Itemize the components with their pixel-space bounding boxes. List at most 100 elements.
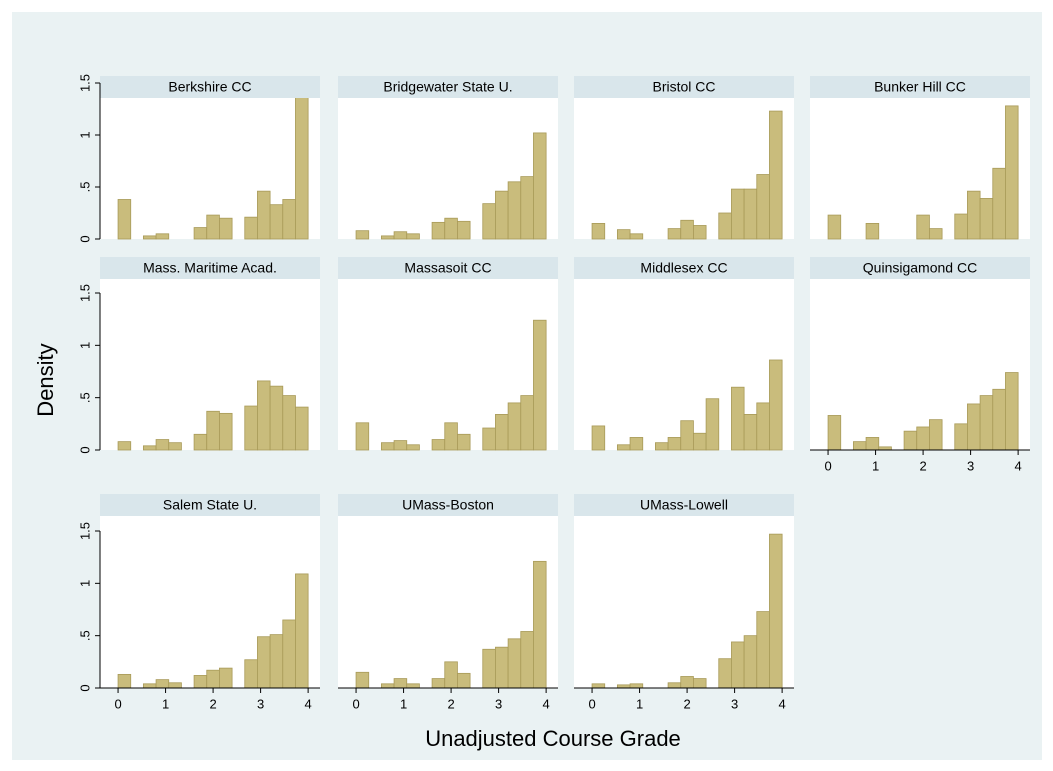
bar [142,235,157,240]
bar [967,403,981,451]
panel-title: Mass. Maritime Acad. [143,260,277,276]
bar [827,214,842,240]
bar [482,203,496,240]
bar [155,233,170,240]
bar [206,669,220,689]
panel-header [338,257,558,279]
bar [117,199,132,240]
bar [168,442,182,451]
bar [457,433,471,451]
panel-header [574,257,794,279]
bar [269,204,284,240]
panel-header [338,494,558,516]
bar [731,641,745,689]
bar [295,573,309,689]
bar [591,425,606,451]
bar [743,635,758,689]
y-tick-label: 1 [77,131,92,138]
y-tick-label: 1 [77,580,92,587]
y-tick-label: 1.5 [77,284,92,302]
bar [482,427,496,451]
bar [718,212,732,240]
bar [929,419,943,451]
bar [865,222,880,240]
bar [495,414,509,451]
bar [520,176,534,240]
bar [193,433,208,451]
bar [282,199,296,240]
bar [444,422,458,451]
panel-title: Bridgewater State U. [383,79,512,95]
bar [616,444,631,451]
x-tick-label: 4 [1015,458,1022,473]
y-tick-label: 0 [77,235,92,242]
bar [257,380,271,451]
bar [967,190,981,240]
y-axis-label: Density [33,343,58,416]
panel-header [100,257,320,279]
panel-title: Berkshire CC [168,79,251,95]
x-tick-label: 0 [114,696,121,711]
bar [680,676,694,689]
y-tick-label: .5 [77,392,92,403]
bar [979,198,994,240]
bar [155,679,170,689]
bar [257,636,271,689]
bar [495,190,509,240]
bar [244,216,258,240]
bar [916,214,930,240]
x-tick-label: 2 [919,458,926,473]
bar [431,678,446,689]
x-tick-label: 4 [305,696,312,711]
bar [916,426,930,451]
bar [929,228,943,240]
bar [482,648,496,689]
y-tick-label: 0 [77,446,92,453]
bar [979,395,994,451]
panel-header [338,76,558,98]
panel-title: UMass-Lowell [640,497,728,513]
bar [533,560,547,689]
bar [142,445,157,451]
panel-title: Salem State U. [163,497,257,513]
x-tick-label: 3 [731,696,738,711]
bar [269,634,284,689]
bar [406,683,420,689]
panel-header [810,76,1030,98]
bar [244,405,258,451]
bar [193,227,208,240]
x-tick-label: 3 [257,696,264,711]
panel-title: Quinsigamond CC [863,260,977,276]
bar [693,225,707,240]
bar [756,174,770,240]
bar [444,661,458,689]
panel-header [100,76,320,98]
y-tick-label: 1.5 [77,74,92,92]
bar [457,672,471,689]
bar [431,221,446,240]
bar [743,414,758,451]
bar [142,683,157,689]
bar [244,659,258,689]
bar [193,675,208,689]
bar [591,683,606,689]
bar [282,619,296,689]
bar [282,395,296,451]
bar [380,683,395,689]
bar [992,167,1006,240]
bar [168,682,182,689]
bar [355,422,370,451]
panel-header [574,494,794,516]
x-tick-label: 0 [352,696,359,711]
x-tick-label: 4 [543,696,550,711]
panel-header [574,76,794,98]
bar [693,432,707,451]
panel-header [100,494,320,516]
bar [743,188,758,240]
y-tick-label: 1.5 [77,522,92,540]
bar [380,235,395,240]
bar [219,217,233,240]
bar [206,214,220,240]
bar [769,533,783,689]
